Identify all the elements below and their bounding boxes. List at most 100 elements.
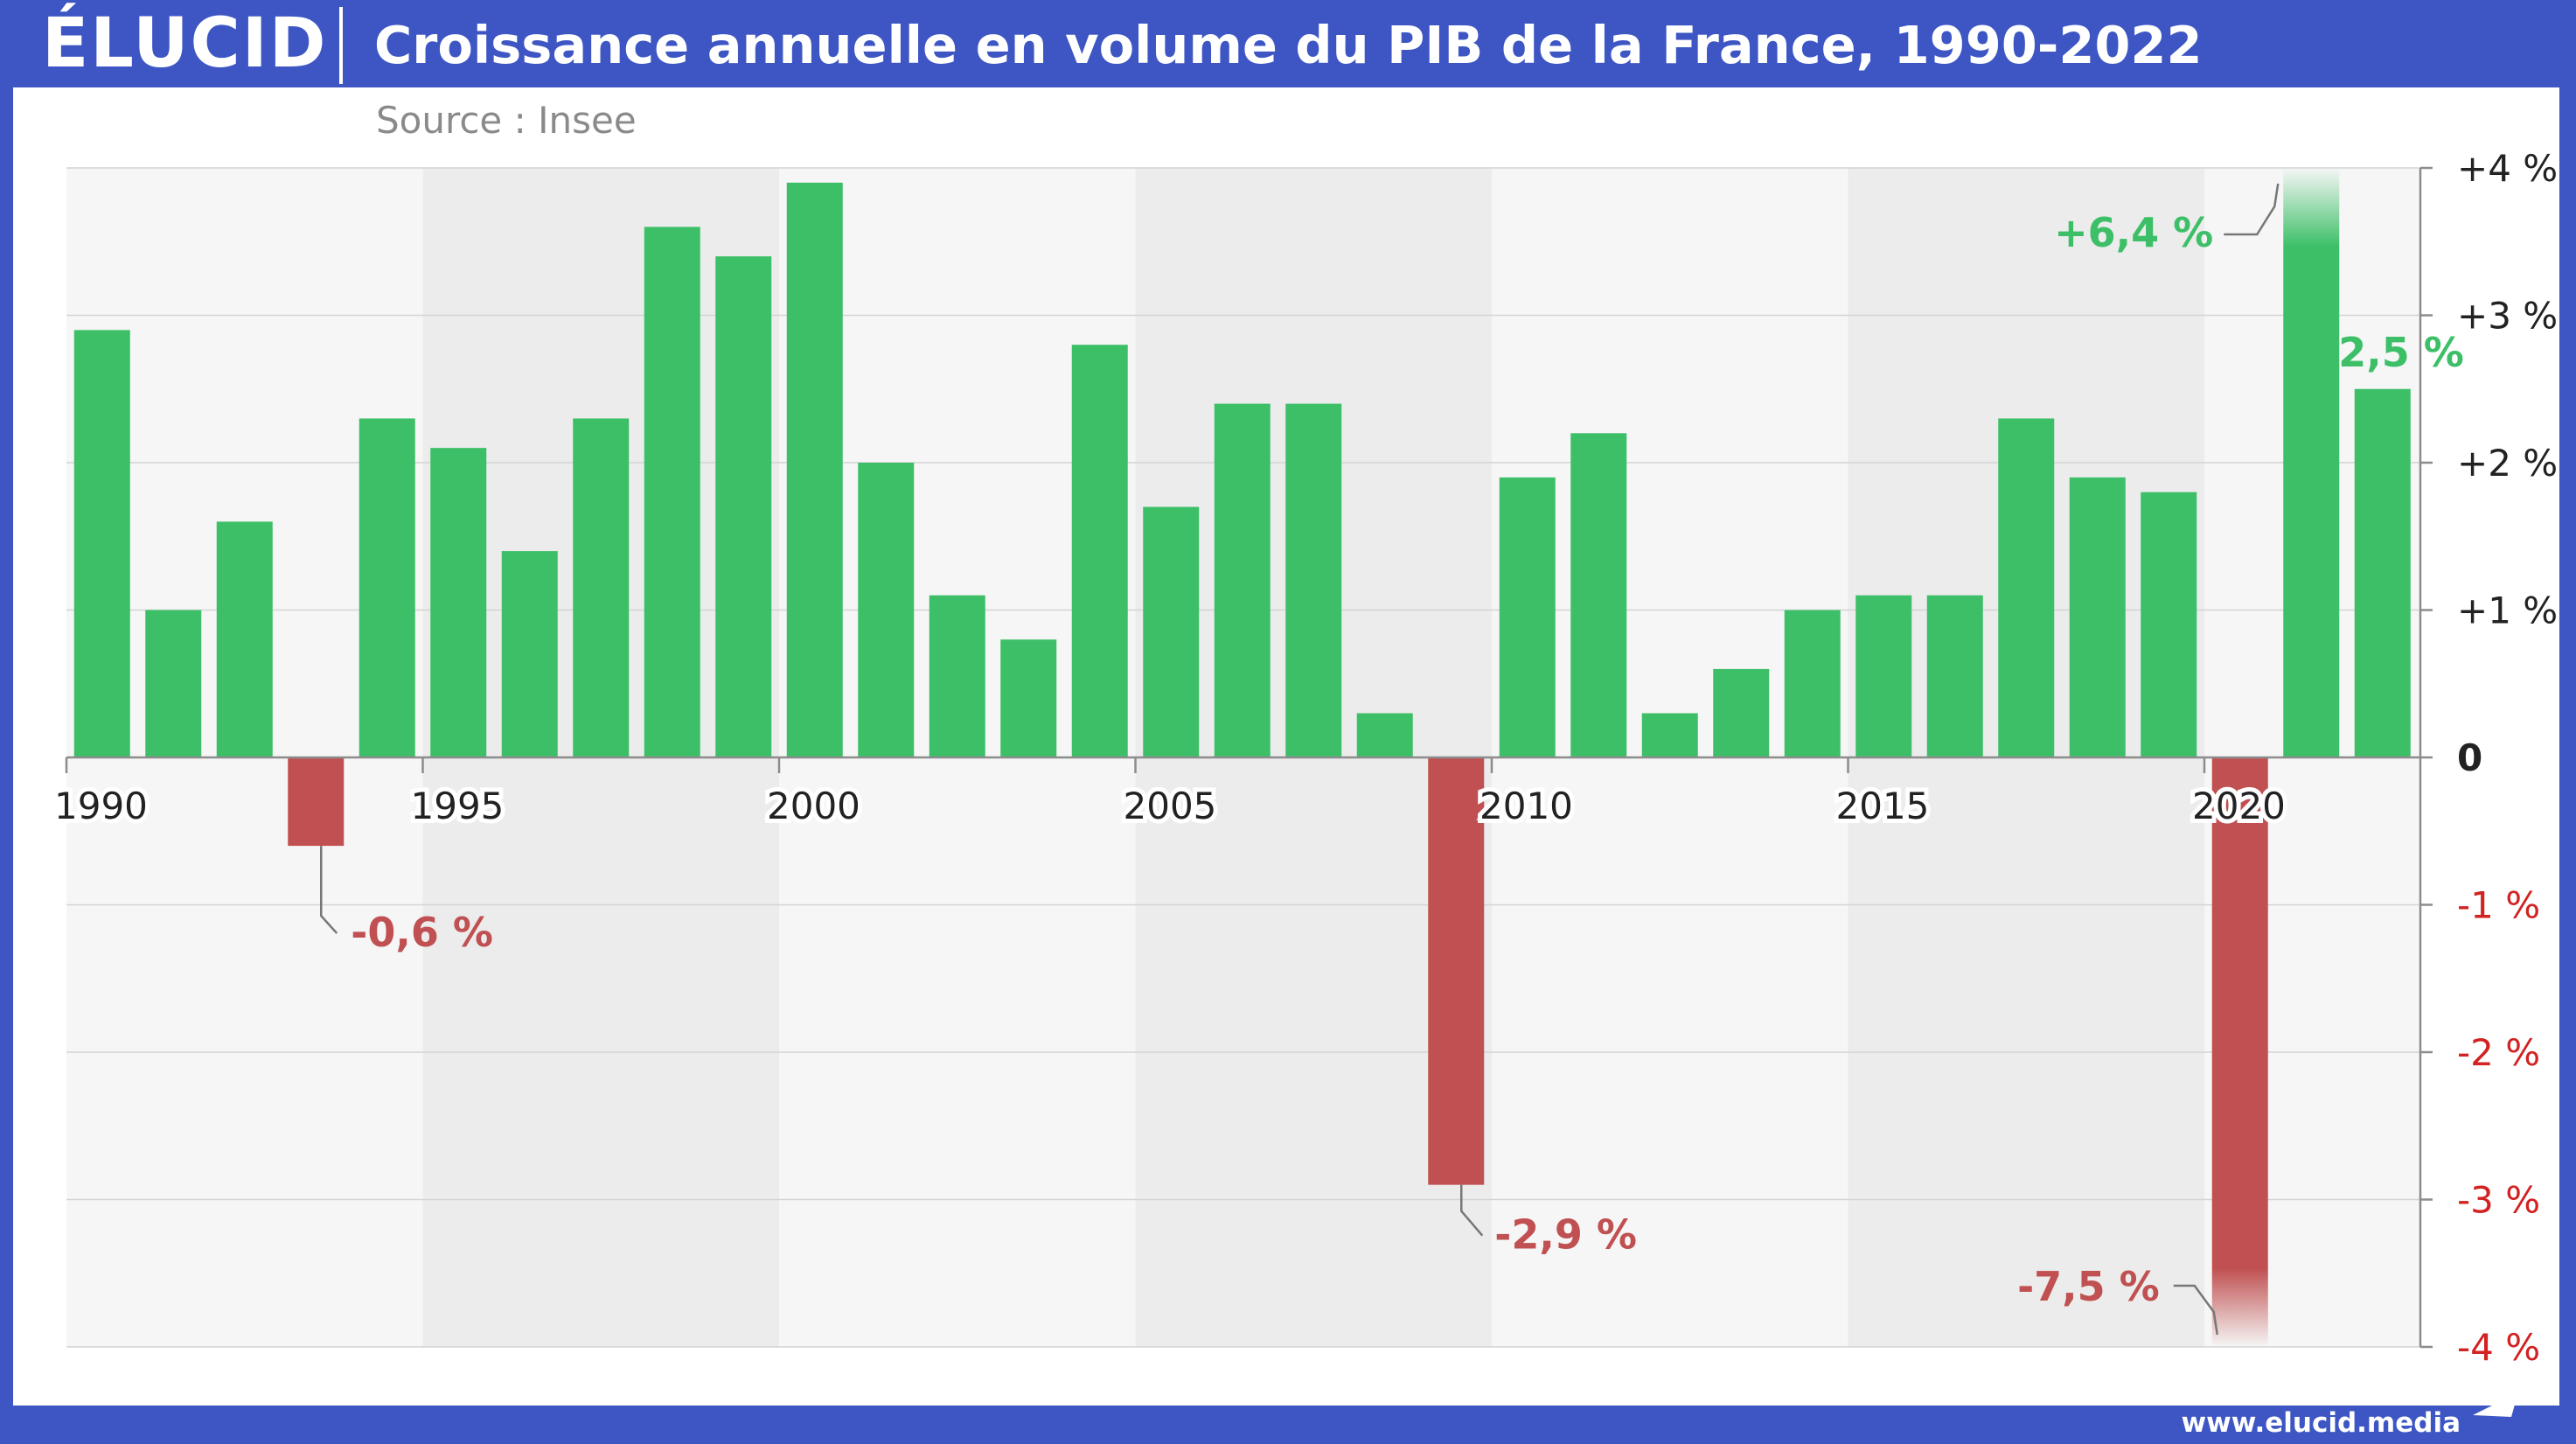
bar-body-2003 — [1000, 639, 1057, 757]
y-tick-label: -4 % — [2457, 1326, 2540, 1369]
bar-body-2012 — [1641, 713, 1698, 757]
bar-body-2010 — [1499, 477, 1556, 757]
bar-body-2019 — [2141, 492, 2197, 757]
bar-body-2020 — [2211, 757, 2268, 1268]
x-tick-label-2000: 2000 — [767, 785, 860, 827]
bar-2015 — [1855, 595, 1912, 757]
x-tick-label-1990: 1990 — [54, 785, 148, 827]
x-tick-label-2005: 2005 — [1124, 785, 1217, 827]
bar-body-2002 — [929, 595, 985, 757]
bar-body-2016 — [1926, 595, 1983, 757]
annotation-2021: +6,4 % — [2054, 183, 2280, 256]
x-tick-label-2015: 2015 — [1836, 785, 1930, 827]
bar-body-2007 — [1285, 403, 1342, 757]
bar-2010 — [1499, 477, 1556, 757]
bar-2000 — [786, 182, 843, 758]
bar-2019 — [2141, 492, 2197, 757]
elucid-mark-icon — [2473, 1392, 2518, 1417]
bar-2021 — [2283, 168, 2340, 757]
bar-2006 — [1214, 403, 1271, 757]
annotation-label-1993: -0,6 % — [351, 909, 493, 956]
bar-1998 — [644, 227, 700, 757]
bar-body-2006 — [1214, 403, 1271, 757]
chart-title: Croissance annuelle en volume du PIB de … — [374, 15, 2203, 75]
y-tick-label: 0 — [2457, 736, 2482, 779]
bar-2018 — [2069, 477, 2126, 757]
bar-2012 — [1641, 713, 1698, 757]
bar-body-1999 — [715, 256, 772, 758]
bar-2014 — [1784, 610, 1841, 757]
bar-1991 — [145, 610, 202, 757]
bar-1993 — [288, 757, 345, 847]
bar-2005 — [1143, 506, 1200, 757]
bar-body-1994 — [359, 418, 415, 757]
bar-body-2014 — [1784, 610, 1841, 757]
bar-body-1990 — [73, 330, 130, 757]
bar-body-1992 — [216, 521, 273, 757]
bar-body-2021 — [2283, 247, 2340, 757]
website-url: www.elucid.media — [2181, 1407, 2461, 1439]
annotation-label-2009: -2,9 % — [1494, 1211, 1637, 1259]
y-tick-label: -1 % — [2457, 884, 2540, 927]
annotation-2022: +2,5 % — [2305, 329, 2464, 376]
bar-1990 — [73, 330, 130, 757]
axes — [65, 166, 2433, 1349]
annotation-leader-2021 — [2224, 183, 2280, 236]
annotation-leader-2009 — [1460, 1184, 1484, 1237]
bar-body-1996 — [501, 551, 558, 757]
bar-2020 — [2211, 757, 2268, 1347]
bar-2022 — [2354, 388, 2411, 757]
bar-body-2009 — [1428, 757, 1485, 1185]
bar-2011 — [1570, 433, 1627, 757]
y-tick-labels: +4 % +3 % +2 % +1 % 0 -1 % -2 % -3 % -4 % — [2457, 147, 2558, 1369]
bar-2003 — [1000, 639, 1057, 757]
bar-1996 — [501, 551, 558, 757]
bar-body-2001 — [858, 463, 915, 757]
bar-2004 — [1071, 345, 1128, 757]
bar-2007 — [1285, 403, 1342, 757]
bar-body-2017 — [1998, 418, 2055, 757]
bar-body-2000 — [786, 182, 843, 758]
bar-2008 — [1356, 713, 1413, 757]
title-separator — [339, 7, 343, 84]
bar-body-2011 — [1570, 433, 1627, 757]
bar-body-2015 — [1855, 595, 1912, 757]
annotation-label-2022: +2,5 % — [2305, 329, 2464, 376]
bar-1995 — [430, 448, 487, 757]
x-tick-label-2020: 2020 — [2192, 785, 2286, 827]
bar-body-2018 — [2069, 477, 2126, 757]
annotation-leader-2020 — [2173, 1284, 2218, 1336]
elucid-logo: ÉLUCID — [42, 4, 328, 83]
y-tick-label: +3 % — [2457, 295, 2558, 338]
bar-2017 — [1998, 418, 2055, 757]
bar-body-1998 — [644, 227, 700, 757]
y-tick-label: -3 % — [2457, 1179, 2540, 1222]
bar-1997 — [573, 418, 630, 757]
bar-fade-2020 — [2211, 1268, 2268, 1347]
bar-1999 — [715, 256, 772, 758]
y-tick-label: -2 % — [2457, 1031, 2540, 1074]
y-tick-label: +1 % — [2457, 589, 2558, 632]
bar-body-2022 — [2354, 388, 2411, 757]
x-tick-label-1995: 1995 — [411, 785, 505, 827]
bar-body-1997 — [573, 418, 630, 757]
bar-2009 — [1428, 757, 1485, 1185]
x-tick-labels: 1990 1995 2000 2005 2010 2015 2020 — [50, 780, 2290, 832]
bar-2013 — [1713, 668, 1770, 757]
bar-annotations: -0,6 % -2,9 % -7,5 % +6,4 % +2,5 % — [320, 183, 2464, 1336]
bar-body-2013 — [1713, 668, 1770, 757]
bars — [73, 168, 2411, 1347]
bar-body-2005 — [1143, 506, 1200, 757]
bar-2002 — [929, 595, 985, 757]
bar-body-1993 — [288, 757, 345, 847]
annotation-leader-1993 — [320, 846, 338, 934]
bar-fade-2021 — [2283, 168, 2340, 247]
bar-2016 — [1926, 595, 1983, 757]
bar-1994 — [359, 418, 415, 757]
bar-body-1995 — [430, 448, 487, 757]
bar-body-1991 — [145, 610, 202, 757]
annotation-label-2021: +6,4 % — [2054, 209, 2213, 256]
bar-1992 — [216, 521, 273, 757]
x-tick-label-2010: 2010 — [1479, 785, 1573, 827]
